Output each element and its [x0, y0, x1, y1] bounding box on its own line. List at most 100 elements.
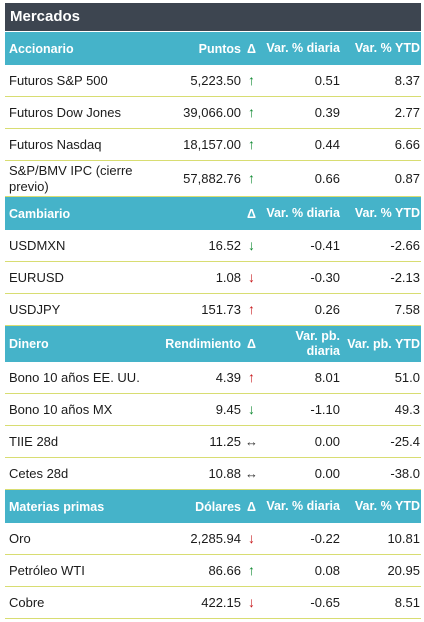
arrow-up-icon: ↑: [248, 562, 255, 578]
row-ytd: 8.37: [394, 73, 420, 88]
row-name: TIIE 28d: [9, 433, 59, 449]
row-name: Bono 10 años EE. UU.: [9, 369, 140, 385]
section-header-cambiario: Cambiario Δ Var. % diaria Var. % YTD: [5, 197, 421, 230]
row-ytd: 20.95: [387, 563, 420, 578]
row-name: Cetes 28d: [9, 465, 69, 481]
table-row: Cobre 422.15 ↓ -0.65 8.51: [5, 587, 421, 619]
row-value: 11.25: [209, 434, 241, 449]
row-ytd: 7.58: [394, 302, 420, 317]
row-name: S&P/BMV IPC (cierre previo): [9, 162, 133, 194]
row-daily: 0.39: [314, 105, 340, 120]
arrow-down-icon: ↓: [248, 594, 255, 610]
header-daily: Var. pb. diaria: [295, 329, 340, 358]
table-row: EURUSD 1.08 ↓ -0.30 -2.13: [5, 262, 421, 294]
row-ytd: 10.81: [387, 531, 420, 546]
row-value: 4.39: [215, 370, 241, 385]
row-daily: -0.30: [310, 270, 340, 285]
table-row: Petróleo WTI 86.66 ↑ 0.08 20.95: [5, 555, 421, 587]
table-row: Futuros Dow Jones 39,066.00 ↑ 0.39 2.77: [5, 97, 421, 129]
table-title: Mercados: [5, 3, 421, 32]
table-row: Futuros S&P 500 5,223.50 ↑ 0.51 8.37: [5, 65, 421, 97]
row-ytd: -2.13: [390, 270, 420, 285]
row-name: Oro: [9, 530, 31, 546]
row-name: Petróleo WTI: [9, 562, 85, 578]
row-daily: 0.44: [314, 137, 340, 152]
markets-table: Mercados Accionario Puntos Δ Var. % diar…: [5, 3, 421, 619]
arrow-down-icon: ↓: [248, 401, 255, 417]
row-name: USDMXN: [9, 237, 66, 253]
header-daily: Var. % diaria: [266, 499, 340, 513]
row-name: Futuros Nasdaq: [9, 136, 102, 152]
header-label: Cambiario: [9, 206, 71, 221]
row-ytd: 0.87: [394, 171, 420, 186]
row-name: USDJPY: [9, 301, 61, 317]
header-delta: Δ: [247, 206, 256, 221]
arrow-up-icon: ↑: [248, 170, 255, 186]
row-value: 39,066.00: [183, 105, 241, 120]
row-name: EURUSD: [9, 269, 64, 285]
row-daily: 0.26: [314, 302, 340, 317]
arrow-up-icon: ↑: [248, 72, 255, 88]
header-delta: Δ: [247, 499, 256, 514]
row-name: Futuros Dow Jones: [9, 104, 121, 120]
row-ytd: -25.4: [390, 434, 420, 449]
header-daily: Var. % diaria: [266, 206, 340, 220]
table-row: TIIE 28d 11.25 ↔ 0.00 -25.4: [5, 426, 421, 458]
row-name: Bono 10 años MX: [9, 401, 113, 417]
row-value: 9.45: [215, 402, 241, 417]
header-delta: Δ: [247, 41, 256, 56]
row-daily: -1.10: [310, 402, 340, 417]
arrow-down-icon: ↓: [248, 237, 255, 253]
header-ytd: Var. pb. YTD: [347, 336, 420, 351]
table-row: Cetes 28d 10.88 ↔ 0.00 -38.0: [5, 458, 421, 490]
header-ytd: Var. % YTD: [354, 206, 420, 220]
arrow-flat-icon: ↔: [245, 434, 258, 449]
row-daily: -0.41: [310, 238, 340, 253]
arrow-flat-icon: ↔: [245, 466, 258, 481]
table-row: Futuros Nasdaq 18,157.00 ↑ 0.44 6.66: [5, 129, 421, 161]
row-value: 151.73: [201, 302, 241, 317]
row-ytd: -2.66: [390, 238, 420, 253]
table-row: Bono 10 años EE. UU. 4.39 ↑ 8.01 51.0: [5, 362, 421, 394]
arrow-down-icon: ↓: [248, 530, 255, 546]
header-value: Dólares: [195, 499, 241, 514]
row-name: Futuros S&P 500: [9, 72, 108, 88]
header-label: Accionario: [9, 41, 74, 56]
row-ytd: 49.3: [394, 402, 420, 417]
row-ytd: 51.0: [394, 370, 420, 385]
header-ytd: Var. % YTD: [354, 499, 420, 513]
row-value: 1.08: [215, 270, 241, 285]
row-ytd: 6.66: [394, 137, 420, 152]
table-row: Bono 10 años MX 9.45 ↓ -1.10 49.3: [5, 394, 421, 426]
row-daily: 0.66: [314, 171, 340, 186]
row-value: 16.52: [208, 238, 241, 253]
table-row: USDMXN 16.52 ↓ -0.41 -2.66: [5, 230, 421, 262]
row-daily: 0.51: [314, 73, 340, 88]
table-row: S&P/BMV IPC (cierre previo) 57,882.76 ↑ …: [5, 161, 421, 197]
arrow-up-icon: ↑: [248, 104, 255, 120]
row-value: 86.66: [208, 563, 241, 578]
section-header-accionario: Accionario Puntos Δ Var. % diaria Var. %…: [5, 32, 421, 65]
row-daily: 8.01: [314, 370, 340, 385]
row-daily: -0.65: [310, 595, 340, 610]
row-daily: 0.00: [314, 434, 340, 449]
header-daily: Var. % diaria: [266, 41, 340, 55]
section-header-materias-primas: Materias primas Dólares Δ Var. % diaria …: [5, 490, 421, 523]
arrow-up-icon: ↑: [248, 136, 255, 152]
header-ytd: Var. % YTD: [354, 41, 420, 55]
row-value: 422.15: [201, 595, 241, 610]
row-name: Cobre: [9, 594, 45, 610]
table-row: Oro 2,285.94 ↓ -0.22 10.81: [5, 523, 421, 555]
row-daily: -0.22: [310, 531, 340, 546]
row-ytd: 2.77: [394, 105, 420, 120]
arrow-down-icon: ↓: [248, 269, 255, 285]
header-value: Puntos: [198, 41, 241, 56]
header-value: Rendimiento: [165, 337, 241, 351]
row-daily: 0.00: [314, 466, 340, 481]
row-value: 18,157.00: [183, 137, 241, 152]
row-value: 5,223.50: [190, 73, 241, 88]
arrow-up-icon: ↑: [248, 301, 255, 317]
section-header-dinero: Dinero Rendimiento Δ Var. pb. diaria Var…: [5, 326, 421, 362]
table-row: USDJPY 151.73 ↑ 0.26 7.58: [5, 294, 421, 326]
row-daily: 0.08: [314, 563, 340, 578]
